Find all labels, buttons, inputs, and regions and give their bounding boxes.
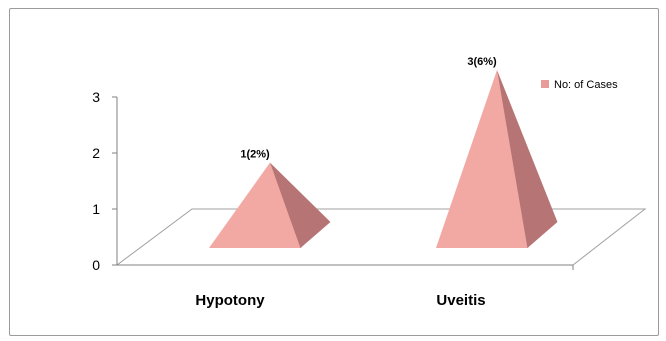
y-tick-label: 2	[92, 145, 100, 161]
pyramid-front-face	[209, 162, 302, 248]
y-tick-label: 0	[92, 257, 100, 273]
data-label: 1(2%)	[240, 149, 270, 161]
legend: No: of Cases	[541, 79, 618, 91]
y-tick-label: 1	[92, 201, 100, 217]
pyramid-side-face	[270, 162, 331, 248]
pyramid-hypotony	[209, 162, 331, 248]
x-category-label: Uveitis	[436, 292, 485, 309]
pyramid-front-face	[436, 70, 529, 248]
x-category-label: Hypotony	[195, 292, 265, 309]
data-label: 3(6%)	[467, 56, 497, 68]
pyramid-side-face	[497, 70, 558, 248]
pyramid-uveitis	[436, 70, 558, 248]
chart-floor	[115, 208, 647, 266]
legend-swatch	[541, 80, 549, 88]
y-tick-label: 3	[92, 89, 100, 105]
legend-label: No: of Cases	[554, 79, 618, 91]
